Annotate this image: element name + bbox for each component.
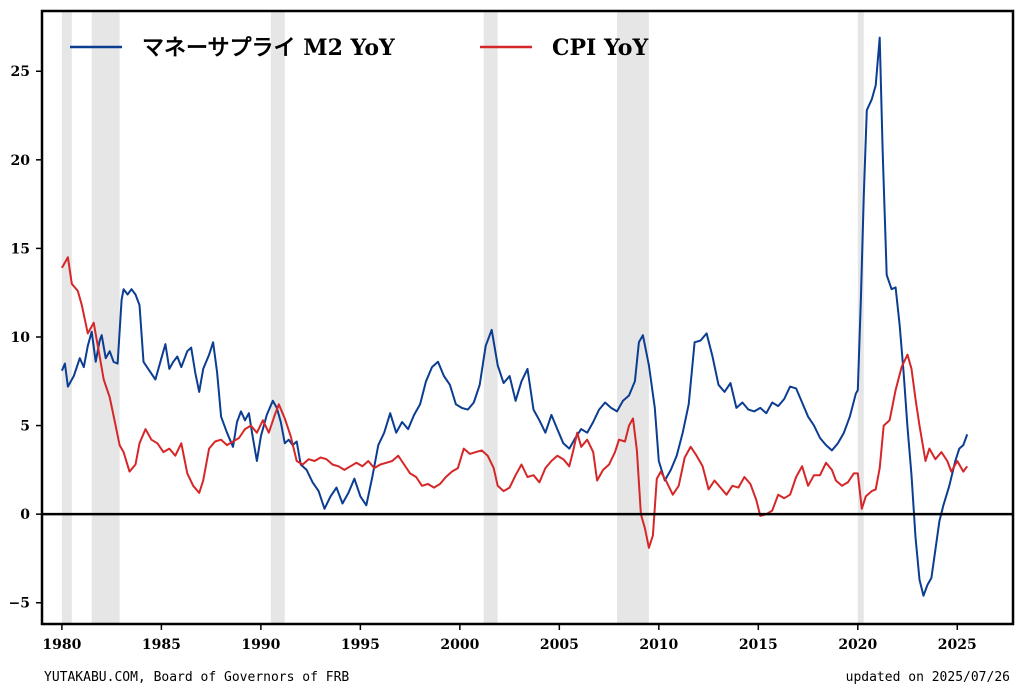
source-credit: YUTAKABU.COM, Board of Governors of FRB xyxy=(44,670,350,685)
series-lines-group xyxy=(60,36,969,597)
y-tick-label--5: −5 xyxy=(9,596,30,612)
y-tick-label-15: 15 xyxy=(11,241,30,257)
x-tick-label-2015: 2015 xyxy=(739,637,778,653)
updated-date: updated on 2025/07/26 xyxy=(845,670,1010,685)
recession-band-0 xyxy=(61,11,72,624)
x-axis: 1980 1985 1990 1995 2000 2005 2010 2015 2020 2025 xyxy=(42,624,977,653)
y-tick-label-25: 25 xyxy=(11,64,30,80)
y-tick-label-0: 0 xyxy=(20,507,30,523)
y-axis: −5 0 5 10 15 20 25 xyxy=(9,64,42,612)
y-tick-label-5: 5 xyxy=(20,419,30,435)
series-line-m2 xyxy=(60,36,969,597)
recession-shading-group xyxy=(61,11,864,624)
recession-band-4 xyxy=(617,11,649,624)
recession-band-1 xyxy=(91,11,120,624)
x-tick-label-2020: 2020 xyxy=(838,637,877,653)
recession-band-2 xyxy=(270,11,285,624)
recession-band-3 xyxy=(483,11,498,624)
series-line-cpi xyxy=(61,256,969,549)
plot-area-frame xyxy=(40,9,1015,626)
x-tick-label-1995: 1995 xyxy=(341,637,380,653)
x-tick-label-2010: 2010 xyxy=(639,637,678,653)
y-tick-label-10: 10 xyxy=(11,330,31,346)
x-tick-label-1980: 1980 xyxy=(42,637,81,653)
legend: マネーサプライ M2 YoY CPI YoY xyxy=(70,35,648,61)
x-tick-label-2025: 2025 xyxy=(938,637,977,653)
x-tick-label-2000: 2000 xyxy=(440,637,479,653)
x-tick-label-2005: 2005 xyxy=(540,637,579,653)
x-tick-label-1990: 1990 xyxy=(241,637,280,653)
legend-label-m2: マネーサプライ M2 YoY xyxy=(142,35,395,61)
x-tick-label-1985: 1985 xyxy=(142,637,181,653)
legend-label-cpi: CPI YoY xyxy=(552,35,648,61)
y-tick-label-20: 20 xyxy=(11,153,31,169)
